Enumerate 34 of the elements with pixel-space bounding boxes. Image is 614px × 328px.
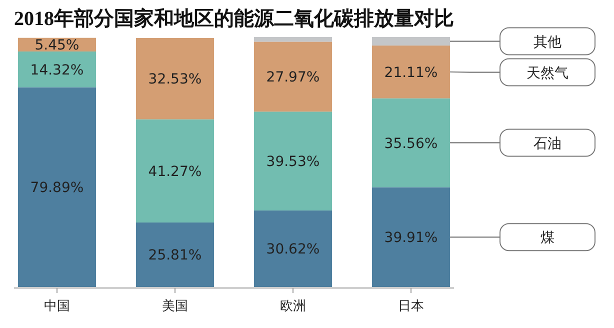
data-label: 27.97% (266, 70, 320, 86)
data-label: 30.62% (266, 242, 320, 258)
data-label: 25.81% (148, 248, 202, 264)
text: 煤 (540, 230, 554, 246)
data-label: 5.45% (34, 38, 80, 54)
bar (254, 210, 332, 287)
bar (136, 119, 214, 222)
bar (18, 87, 96, 287)
text: 石油 (534, 136, 562, 152)
text: 天然气 (526, 65, 568, 82)
data-label: 32.53% (148, 72, 202, 88)
bar (372, 187, 450, 287)
data-label: 39.91% (384, 230, 438, 246)
bar (254, 42, 332, 112)
bar (18, 51, 96, 88)
text: 其他 (534, 34, 562, 50)
data-label: 79.89% (30, 180, 84, 196)
x-tick-label: 中国 (44, 299, 70, 314)
bar (136, 222, 214, 287)
bar (372, 37, 450, 46)
data-label: 14.32% (30, 62, 84, 78)
data-label: 39.53% (266, 154, 320, 170)
bar (136, 38, 214, 120)
chart-title: 2018年部分国家和地区的能源二氧化碳排放量对比 (14, 7, 454, 30)
x-tick-label: 欧洲 (280, 299, 306, 314)
data-label: 41.27% (148, 164, 202, 180)
x-tick-label: 日本 (398, 299, 424, 314)
data-label: 35.56% (384, 136, 438, 152)
data-label: 21.11% (384, 64, 438, 81)
bar (254, 112, 332, 210)
bar (372, 98, 450, 188)
bar (372, 46, 450, 98)
bar (254, 37, 332, 42)
x-tick-label: 美国 (162, 298, 188, 314)
